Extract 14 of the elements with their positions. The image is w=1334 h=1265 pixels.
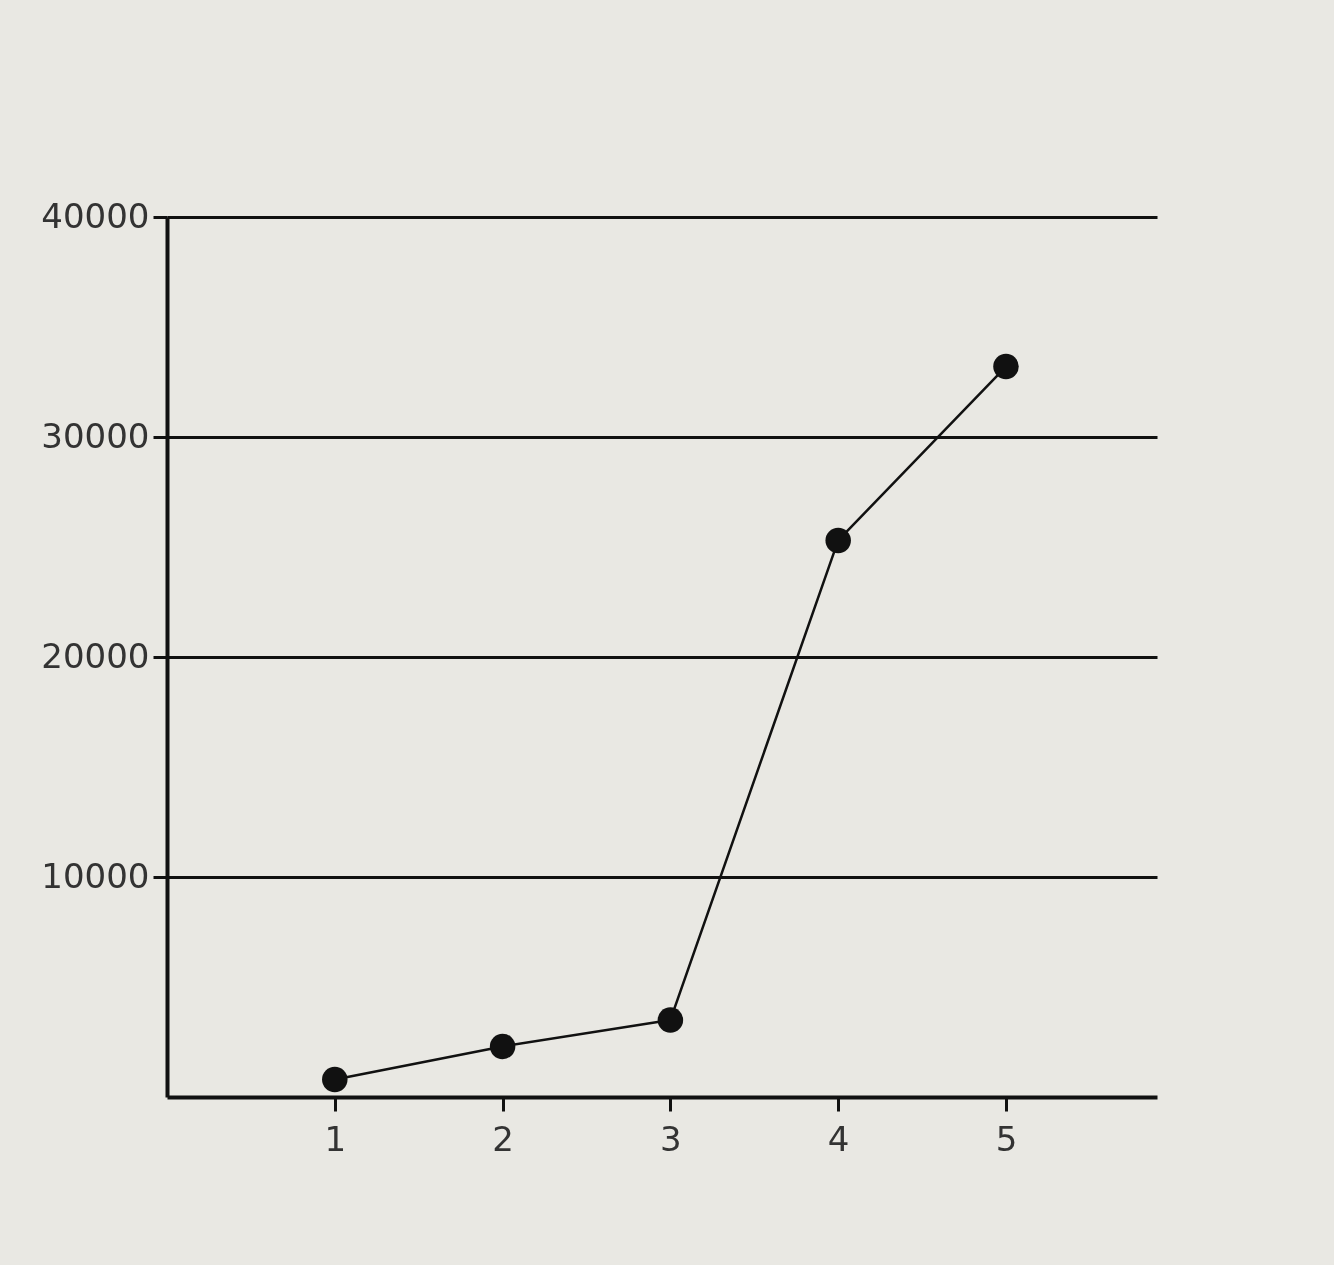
point: [993, 353, 1019, 380]
point: [825, 527, 851, 554]
x-tick-label: 5: [995, 1118, 1018, 1159]
y-tick-label: 40000: [41, 195, 150, 236]
y-tick-label: 30000: [41, 415, 150, 456]
x-tick-label: 1: [324, 1118, 347, 1159]
y-tick-label: 20000: [41, 635, 150, 676]
y-tick-label: 10000: [41, 855, 150, 896]
x-tick-label: 4: [827, 1118, 850, 1159]
point: [489, 1033, 516, 1060]
point: [657, 1007, 684, 1033]
x-tick-label: 3: [660, 1118, 682, 1159]
x-tick-label: 2: [492, 1118, 514, 1159]
point: [322, 1066, 348, 1093]
